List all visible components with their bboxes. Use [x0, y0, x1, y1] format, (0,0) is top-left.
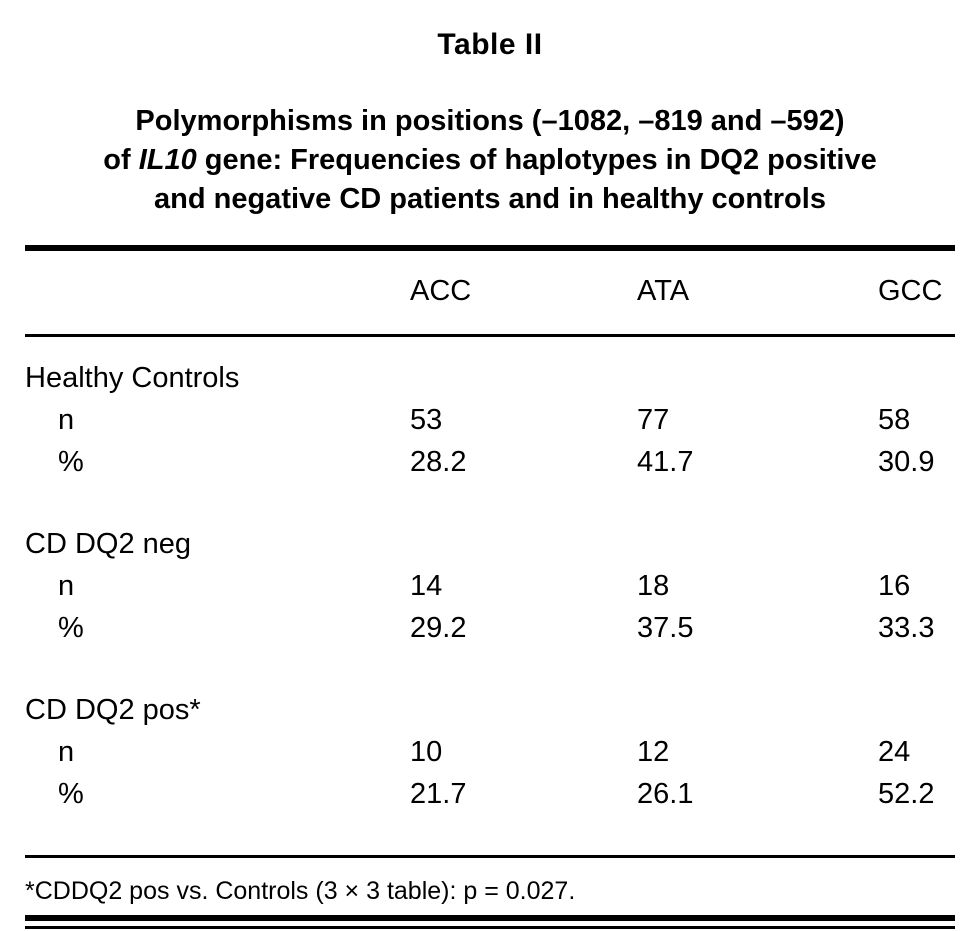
column-header-gcc: GCC [878, 275, 943, 307]
gene-name-italic: IL10 [138, 144, 197, 176]
value-cell: 29.2 [410, 612, 467, 644]
value-cell: 33.3 [878, 612, 935, 644]
caption-line-3: and negative CD patients and in healthy … [154, 183, 826, 215]
table-row: n 53 77 58 [25, 399, 955, 441]
value-cell: 14 [410, 570, 443, 602]
value-cell: 12 [637, 736, 670, 768]
table-caption: Polymorphisms in positions (–1082, –819 … [25, 102, 955, 219]
caption-line-1: Polymorphisms in positions (–1082, –819 … [135, 105, 845, 137]
row-label-n: n [58, 736, 75, 768]
footnote-top-rule [25, 855, 955, 858]
value-cell: 58 [878, 404, 911, 436]
header-empty-cell [25, 275, 410, 308]
value-cell: 26.1 [637, 778, 694, 810]
caption-line-2: of IL10 gene: Frequencies of haplotypes … [25, 141, 955, 180]
caption-line-2-post: gene: Frequencies of haplotypes in DQ2 p… [196, 144, 877, 176]
table-row: n 10 12 24 [25, 731, 955, 773]
header-divider-rule [25, 334, 955, 337]
value-cell: 10 [410, 736, 443, 768]
group-label: CD DQ2 neg [25, 528, 192, 560]
table-number-title: Table II [437, 28, 543, 61]
row-label-percent: % [58, 446, 84, 478]
table-top-rule [25, 245, 955, 251]
table-footnote: *CDDQ2 pos vs. Controls (3 × 3 table): p… [25, 877, 576, 905]
value-cell: 52.2 [878, 778, 935, 810]
value-cell: 24 [878, 736, 911, 768]
group-cd-dq2-pos: CD DQ2 pos* n 10 12 24 % 21.7 26.1 52.2 [25, 689, 955, 815]
value-cell: 21.7 [410, 778, 467, 810]
caption-line-2-pre: of [103, 144, 139, 176]
table-body: Healthy Controls n 53 77 58 % 28.2 41.7 … [25, 337, 955, 815]
value-cell: 18 [637, 570, 670, 602]
row-label-n: n [58, 570, 75, 602]
value-cell: 30.9 [878, 446, 935, 478]
value-cell: 77 [637, 404, 670, 436]
row-label-percent: % [58, 612, 84, 644]
value-cell: 53 [410, 404, 443, 436]
table-row: % 29.2 37.5 33.3 [25, 607, 955, 649]
table-bottom-rule [25, 915, 955, 921]
table-header-row: ACC ATA GCC [25, 251, 955, 334]
value-cell: 41.7 [637, 446, 694, 478]
table-row: n 14 18 16 [25, 565, 955, 607]
column-header-acc: ACC [410, 275, 472, 307]
value-cell: 37.5 [637, 612, 694, 644]
table-row: % 28.2 41.7 30.9 [25, 441, 955, 483]
group-healthy-controls: Healthy Controls n 53 77 58 % 28.2 41.7 … [25, 357, 955, 483]
value-cell: 16 [878, 570, 911, 602]
value-cell: 28.2 [410, 446, 467, 478]
row-label-percent: % [58, 778, 84, 810]
footnote-bottom-rule [25, 926, 955, 929]
table-row: % 21.7 26.1 52.2 [25, 773, 955, 815]
group-cd-dq2-neg: CD DQ2 neg n 14 18 16 % 29.2 37.5 33.3 [25, 523, 955, 649]
row-label-n: n [58, 404, 75, 436]
column-header-ata: ATA [637, 275, 690, 307]
group-label: CD DQ2 pos* [25, 694, 201, 726]
group-label: Healthy Controls [25, 362, 240, 394]
